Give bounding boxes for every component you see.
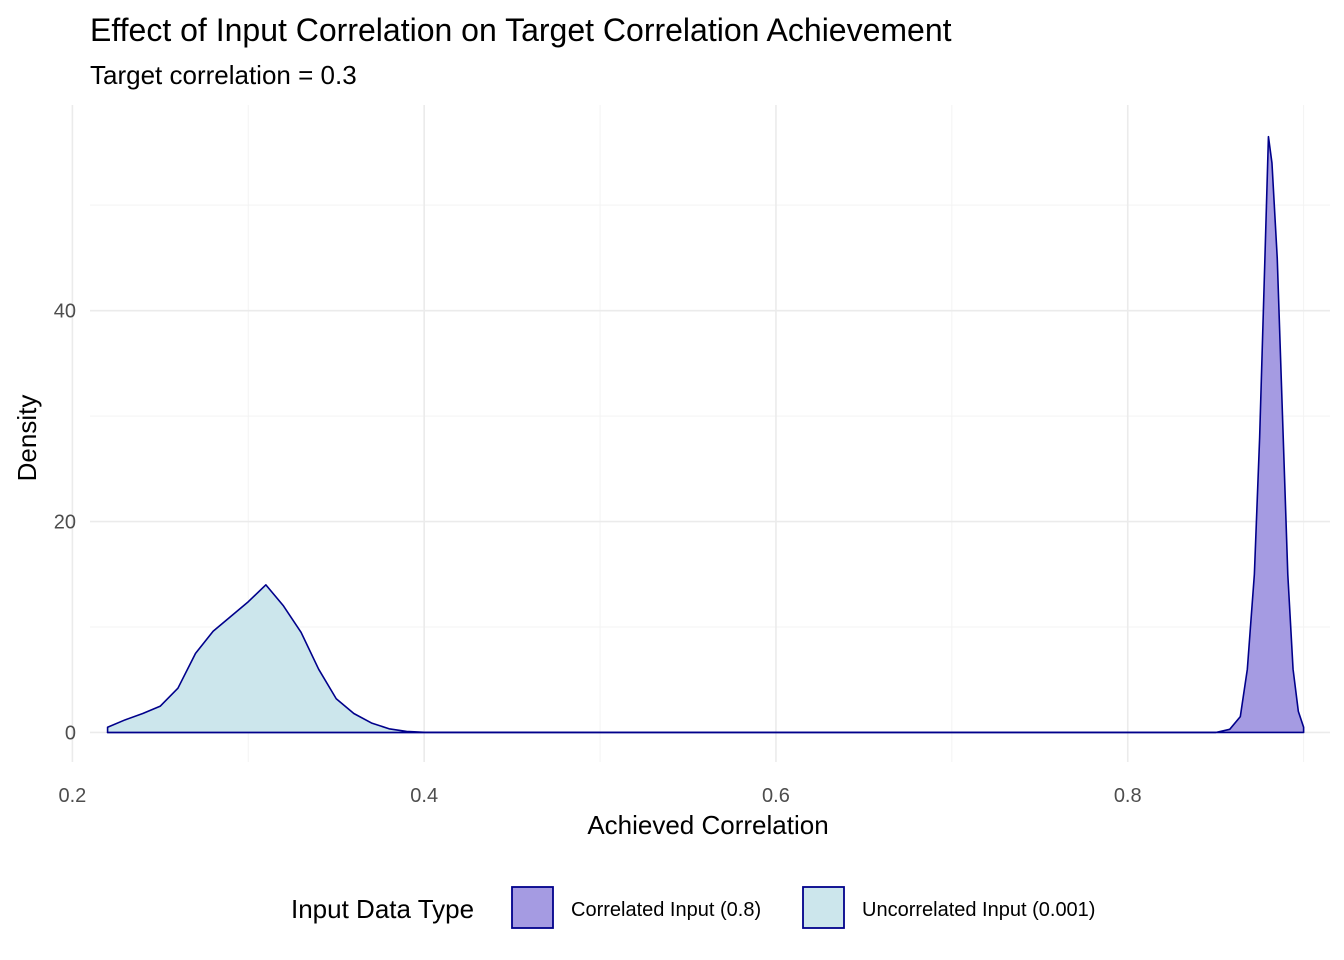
x-tick-label: 0.2: [59, 785, 87, 807]
x-tick-label: 0.4: [410, 785, 438, 807]
y-axis-title: Density: [12, 395, 42, 482]
x-tick-label: 0.6: [762, 785, 790, 807]
x-axis-ticks: 0.2 0.4 0.6 0.8: [59, 785, 1142, 807]
legend: Input Data Type Correlated Input (0.8) U…: [291, 886, 1095, 929]
density-area-uncorrelated: [106, 584, 1217, 734]
legend-key-uncorrelated: [802, 886, 845, 929]
density-area-correlated: [106, 135, 1305, 734]
chart-title: Effect of Input Correlation on Target Co…: [90, 12, 952, 48]
y-axis-ticks: 0 20 40: [54, 301, 76, 745]
legend-title: Input Data Type: [291, 894, 474, 924]
chart-subtitle: Target correlation = 0.3: [90, 60, 357, 90]
x-axis-title: Achieved Correlation: [587, 810, 828, 840]
legend-label-uncorrelated: Uncorrelated Input (0.001): [862, 899, 1095, 921]
density-areas: [106, 135, 1305, 734]
legend-key-correlated: [511, 886, 554, 929]
y-tick-label: 20: [54, 512, 76, 534]
legend-label-correlated: Correlated Input (0.8): [571, 899, 761, 921]
y-tick-label: 0: [65, 722, 76, 744]
y-tick-label: 40: [54, 301, 76, 323]
x-tick-label: 0.8: [1114, 785, 1142, 807]
